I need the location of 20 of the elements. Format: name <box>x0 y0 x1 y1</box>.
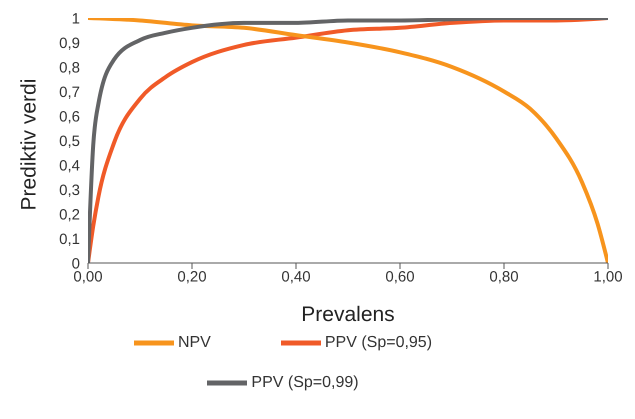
y-tick-label: 0,6 <box>59 108 80 126</box>
y-tick-label: 0,3 <box>59 182 80 199</box>
legend-label: PPV (Sp=0,95) <box>324 334 432 352</box>
legend-label: NPV <box>178 334 211 352</box>
x-tick-label: 0,60 <box>385 268 415 286</box>
x-tick-label: 0,80 <box>489 268 519 286</box>
y-tick-label: 0,9 <box>59 34 80 52</box>
legend-label: PPV (Sp=0,99) <box>251 374 359 392</box>
x-tick-label: 0,40 <box>281 268 311 286</box>
y-tick-label: 1 <box>72 10 80 28</box>
x-tick-label: 1,00 <box>593 268 623 286</box>
y-tick-label: 0,8 <box>59 59 80 76</box>
x-tick-label: 0,20 <box>177 268 207 286</box>
y-tick-label: 0,4 <box>59 157 80 174</box>
y-tick-label: 0,2 <box>59 206 80 224</box>
y-tick-label: 0,5 <box>59 132 80 150</box>
y-tick-label: 0,1 <box>59 230 80 248</box>
y-axis-title: Prediktiv verdi <box>17 78 40 210</box>
x-axis-title: Prevalens <box>301 303 395 326</box>
y-tick-label: 0,7 <box>59 84 80 101</box>
